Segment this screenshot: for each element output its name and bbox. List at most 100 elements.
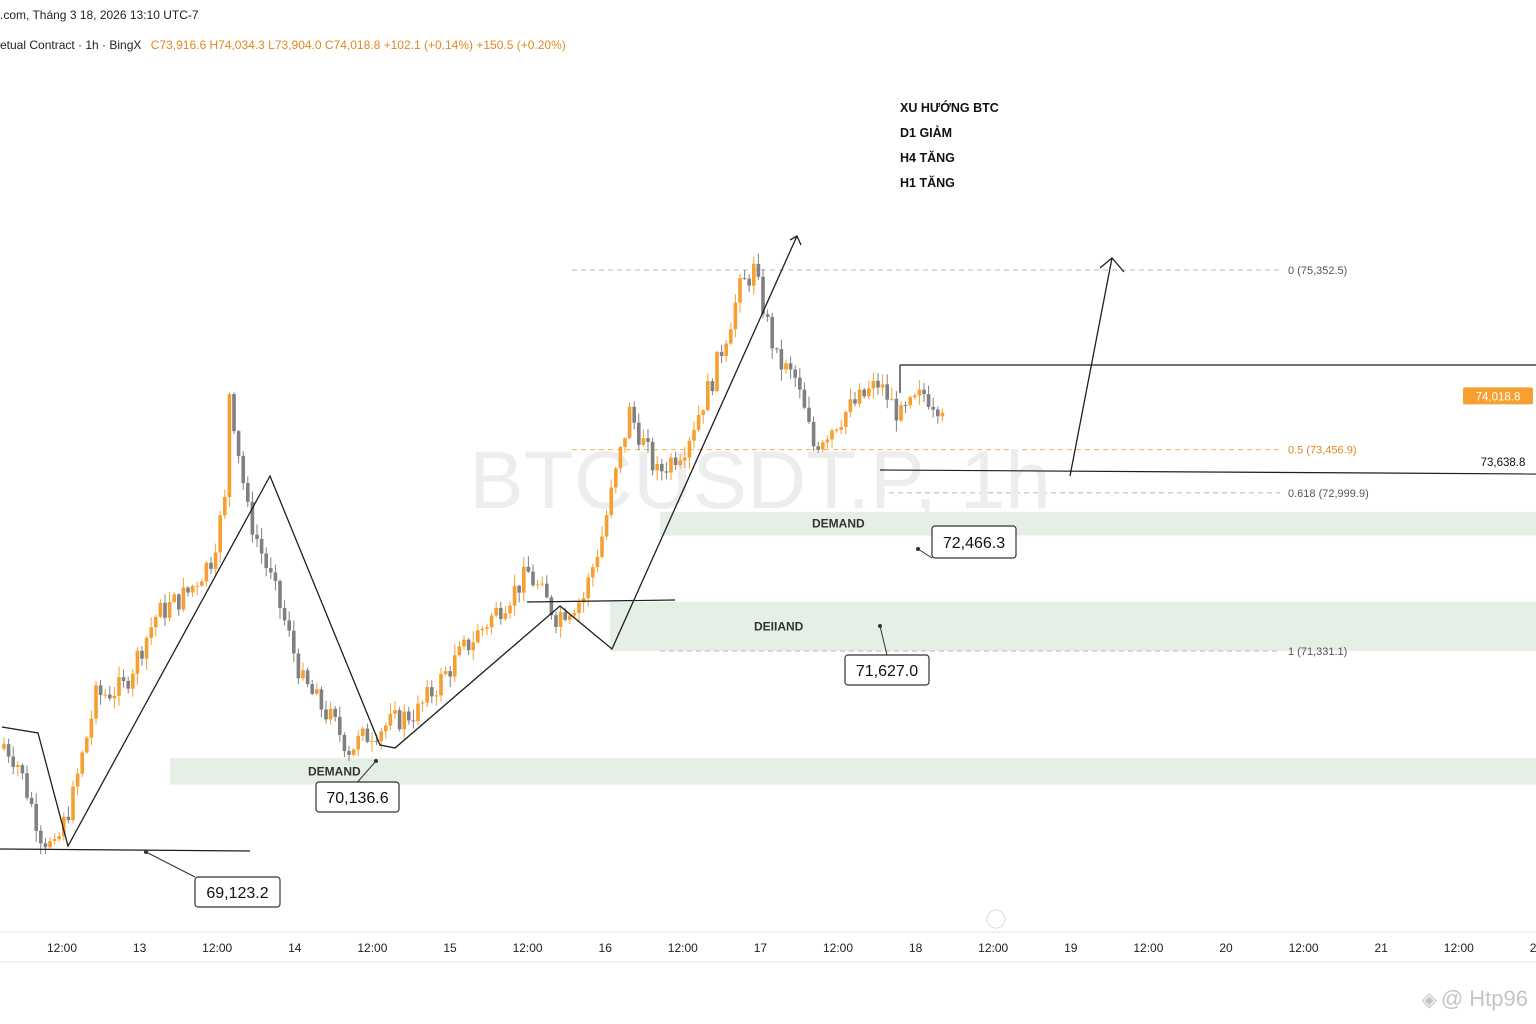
labels-layer: 72,466.3 71,627.0 70,136.6 69,123.2 74,018.8… [144,387,1533,908]
candle-body [200,581,204,586]
candle-body [439,674,443,696]
right-price-label: 73,638.8 [1481,457,1526,469]
candle-body [600,536,604,557]
candle-body [466,639,471,651]
candle-body [186,587,190,593]
candle-body [922,389,926,395]
candle-body [255,534,259,539]
candle-body [108,694,112,699]
candle-body [236,431,241,457]
candle-body [246,483,250,502]
time-axis-tick: 13 [133,941,147,955]
arrow-head-icon [1099,257,1125,273]
candle-body [430,687,434,697]
candle-body [733,302,738,330]
time-axis-tick: 15 [443,941,457,955]
candle-body [52,839,57,842]
candle-body [448,671,452,677]
fibonacci-layer: 0 (75,352.5) 0.5 (73,456.9) 0.618 (72,999.… [572,265,1369,658]
candle-body [48,841,52,848]
candle-body [687,440,692,458]
candle-body [646,438,650,442]
candle-body [453,655,457,677]
candle-body [361,728,365,736]
time-axis-tick: 16 [599,941,613,955]
candle-body [6,744,11,757]
candle-body [913,395,917,398]
candle-body [94,685,98,719]
candle-body [388,713,393,726]
candle-body [149,627,153,638]
candle-body [278,580,282,609]
candle-body [890,398,894,400]
candle-body [158,602,163,617]
candle-body [62,816,66,837]
zones-layer: DEMAND DEIIAND DEMAND [170,511,1536,785]
candle-body [20,765,25,774]
candle-body [213,552,218,569]
candle-body [2,744,6,749]
candle-body [310,684,314,694]
candle-body [397,710,402,730]
candle-body [57,836,61,840]
candle-body [282,608,287,621]
candle-body [301,670,305,679]
candle-body [531,571,535,586]
symbol-name: etual Contract · 1h · BingX [0,38,142,52]
candle-body [471,642,475,651]
candle-body [517,585,521,593]
candle-body [554,615,558,627]
candle-body [374,740,379,742]
candle-body [512,585,517,606]
candle-body [338,716,342,735]
candle-body [250,501,255,535]
time-axis-tick: 14 [288,941,302,955]
lightning-icon [986,909,1006,929]
candle-body [209,562,213,569]
candle-body [522,566,526,593]
projection-arrow [1069,257,1113,477]
candle-body [443,671,448,675]
fib-level-label: 0.618 (72,999.9) [1288,488,1369,500]
candle-body [347,751,351,755]
note-title: XU HƯỚNG BTC [900,101,999,115]
candle-body [319,689,324,710]
time-axis-tick: 20 [1219,941,1233,955]
candle-body [660,463,664,472]
candle-body [126,681,130,689]
candle-body [839,427,843,430]
note-h1: H1 TĂNG [900,176,955,190]
candle-body [121,677,126,682]
candle-body [650,441,655,471]
candle-body [853,399,857,404]
candle-body [618,447,623,469]
candle-body [747,278,751,286]
candle-body [342,734,347,752]
demand-zone [170,758,1536,785]
candle-body [591,567,595,578]
candle-body [232,394,236,432]
candle-body [696,414,701,430]
arrow-head-icon [789,235,802,246]
candle-body [190,586,195,593]
candle-body [894,398,899,421]
price-callout-text: 70,136.6 [326,790,388,807]
candle-body [29,797,34,805]
candle-body [393,710,397,714]
candle-body [287,620,291,631]
candle-body [66,816,71,821]
candle-body [204,562,209,582]
candle-body [117,677,121,696]
candle-body [673,457,678,466]
candle-body [181,587,186,610]
candle-body [351,749,356,755]
candle-body [678,460,682,466]
header-symbol-line: etual Contract · 1h · BingX C73,916.6 H7… [0,38,566,52]
candle-body [719,351,724,356]
candle-body [485,627,489,629]
candle-body [867,388,871,397]
candle-body [821,442,825,450]
candle-body [503,613,508,619]
candle-body [876,380,880,388]
